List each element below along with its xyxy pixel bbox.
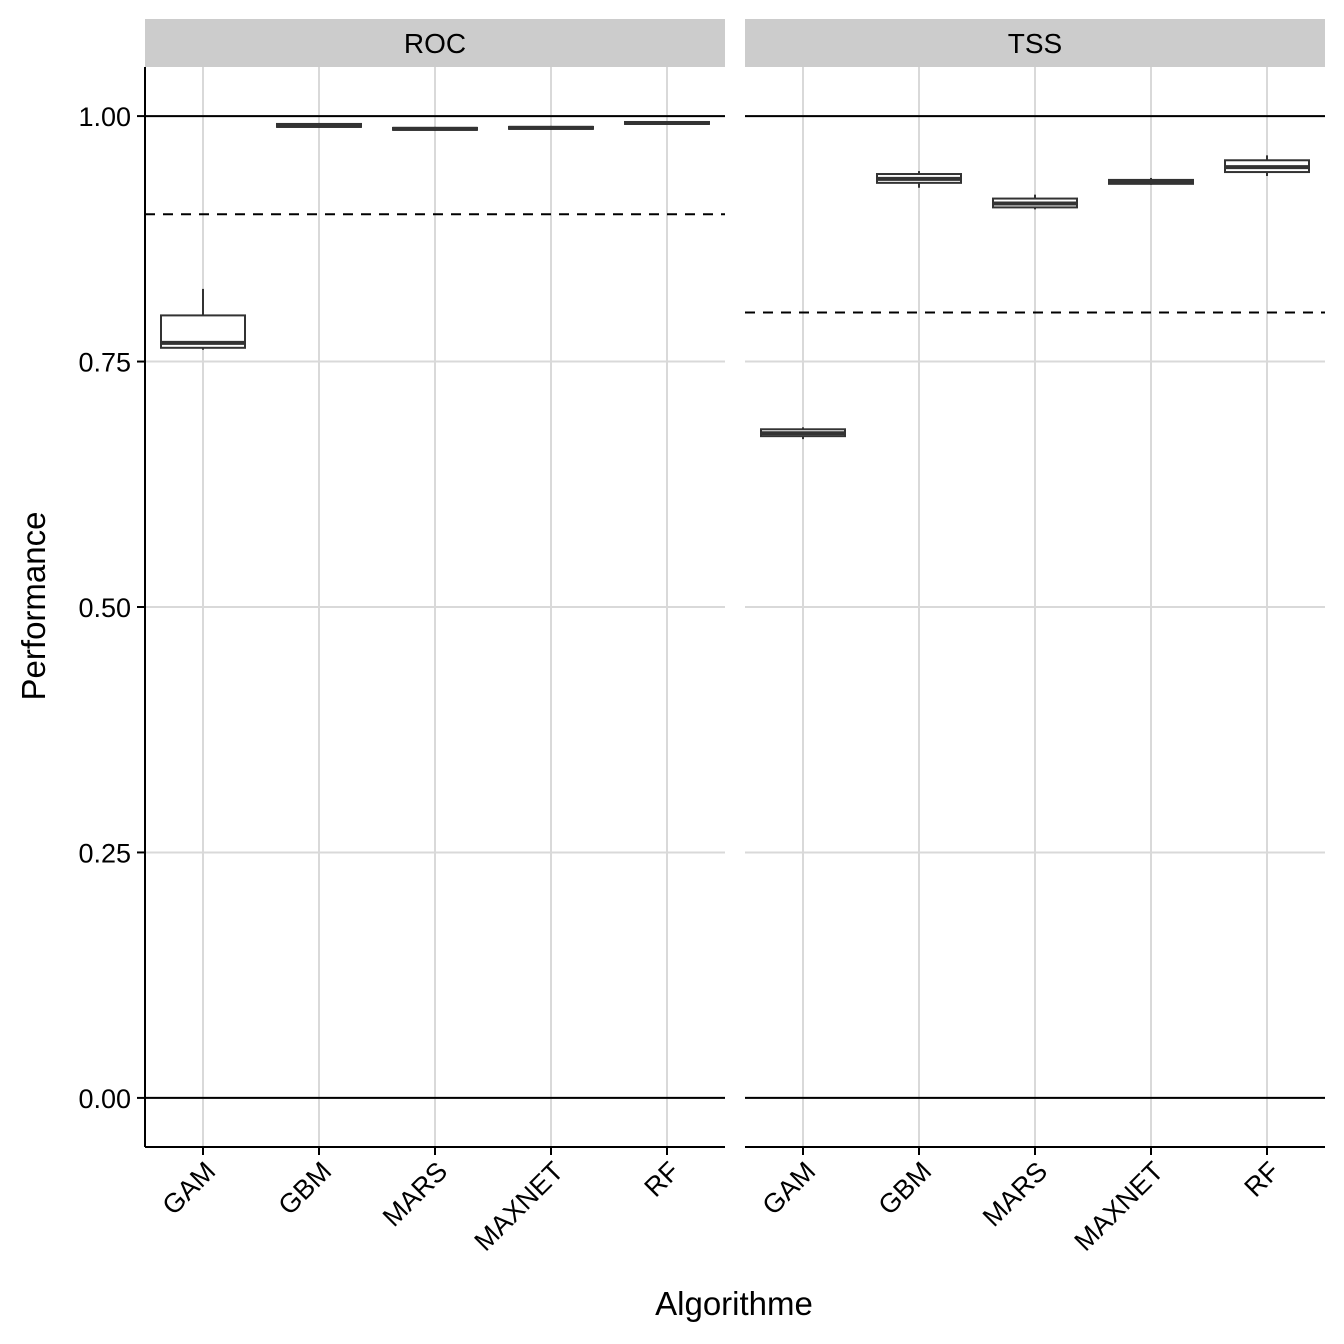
x-tick-label: RF <box>1239 1156 1286 1203</box>
box-gbm <box>876 171 962 188</box>
x-tick-label: GAM <box>757 1156 822 1221</box>
x-tick-label: MAXNET <box>468 1156 569 1257</box>
x-tick-label: MARS <box>377 1156 453 1232</box>
y-tick-label: 0.75 <box>78 348 131 378</box>
box-rf <box>1224 155 1310 176</box>
box-gbm <box>276 122 362 128</box>
box-rf <box>624 120 710 125</box>
x-axis-label: Algorithme <box>655 1285 813 1322</box>
panel-roc: ROC GAM GBM MARS MAXNET RF <box>145 19 725 1257</box>
y-axis: 0.00 0.25 0.50 0.75 1.00 <box>78 67 146 1147</box>
x-tick-label: GBM <box>273 1156 338 1221</box>
y-tick-label: 0.00 <box>78 1084 131 1114</box>
x-tick-label: RF <box>639 1156 686 1203</box>
x-tick-label: GAM <box>157 1156 222 1221</box>
y-axis-label: Performance <box>15 512 52 701</box>
x-tick-label: MAXNET <box>1068 1156 1169 1257</box>
box-gam <box>160 288 246 350</box>
y-tick-label: 0.25 <box>78 838 131 868</box>
box-mars <box>992 194 1078 210</box>
x-tick-label: MARS <box>977 1156 1053 1232</box>
box-maxnet <box>1108 177 1194 185</box>
facet-strip <box>145 19 725 67</box>
box-gam <box>760 427 846 440</box>
facet-label: TSS <box>1008 28 1062 59</box>
x-tick-label: GBM <box>873 1156 938 1221</box>
y-tick-label: 0.50 <box>78 593 131 623</box>
y-tick-label: 1.00 <box>78 102 131 132</box>
panel-tss: TSS GAM GBM MARS MAXNET RF <box>745 19 1325 1257</box>
facet-label: ROC <box>404 28 466 59</box>
box-mars <box>392 126 478 131</box>
box-maxnet <box>508 125 594 130</box>
facet-strip <box>745 19 1325 67</box>
